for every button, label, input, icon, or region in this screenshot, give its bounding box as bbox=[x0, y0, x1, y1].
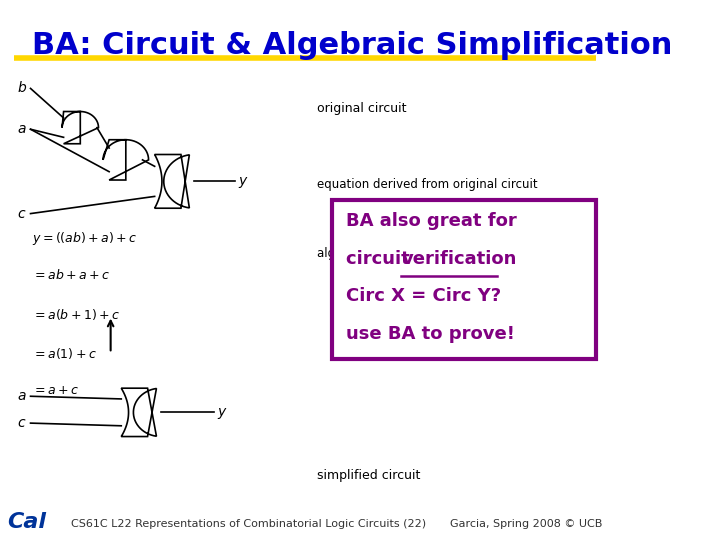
Text: $= a + c$: $= a + c$ bbox=[32, 384, 78, 397]
Text: BA: Circuit & Algebraic Simplification: BA: Circuit & Algebraic Simplification bbox=[32, 31, 672, 60]
Text: Circ X = Circ Y?: Circ X = Circ Y? bbox=[346, 287, 500, 306]
Text: equation derived from original circuit: equation derived from original circuit bbox=[317, 178, 538, 191]
Text: verification: verification bbox=[401, 249, 517, 268]
Text: y: y bbox=[238, 174, 246, 188]
FancyBboxPatch shape bbox=[332, 200, 596, 359]
Text: Garcia, Spring 2008 © UCB: Garcia, Spring 2008 © UCB bbox=[450, 519, 602, 529]
Text: $= a(b + 1) + c$: $= a(b + 1) + c$ bbox=[32, 307, 120, 322]
Text: y: y bbox=[217, 406, 225, 420]
Text: a: a bbox=[17, 389, 26, 403]
Text: circuit: circuit bbox=[346, 249, 415, 268]
Text: simplified circuit: simplified circuit bbox=[317, 469, 420, 482]
Text: Cal: Cal bbox=[7, 512, 47, 532]
Text: BA also great for: BA also great for bbox=[346, 212, 516, 230]
Text: algebraic simplification: algebraic simplification bbox=[317, 247, 455, 260]
Text: CS61C L22 Representations of Combinatorial Logic Circuits (22): CS61C L22 Representations of Combinatori… bbox=[71, 519, 426, 529]
Text: a: a bbox=[17, 122, 26, 136]
Text: c: c bbox=[17, 207, 24, 221]
Text: original circuit: original circuit bbox=[317, 103, 407, 116]
Text: $= a(1) + c$: $= a(1) + c$ bbox=[32, 346, 96, 361]
Text: b: b bbox=[17, 82, 26, 96]
Text: $= ab + a + c$: $= ab + a + c$ bbox=[32, 268, 109, 282]
Text: $y = ((ab) + a) + c$: $y = ((ab) + a) + c$ bbox=[32, 230, 137, 247]
Text: use BA to prove!: use BA to prove! bbox=[346, 325, 514, 343]
Text: c: c bbox=[17, 416, 24, 430]
